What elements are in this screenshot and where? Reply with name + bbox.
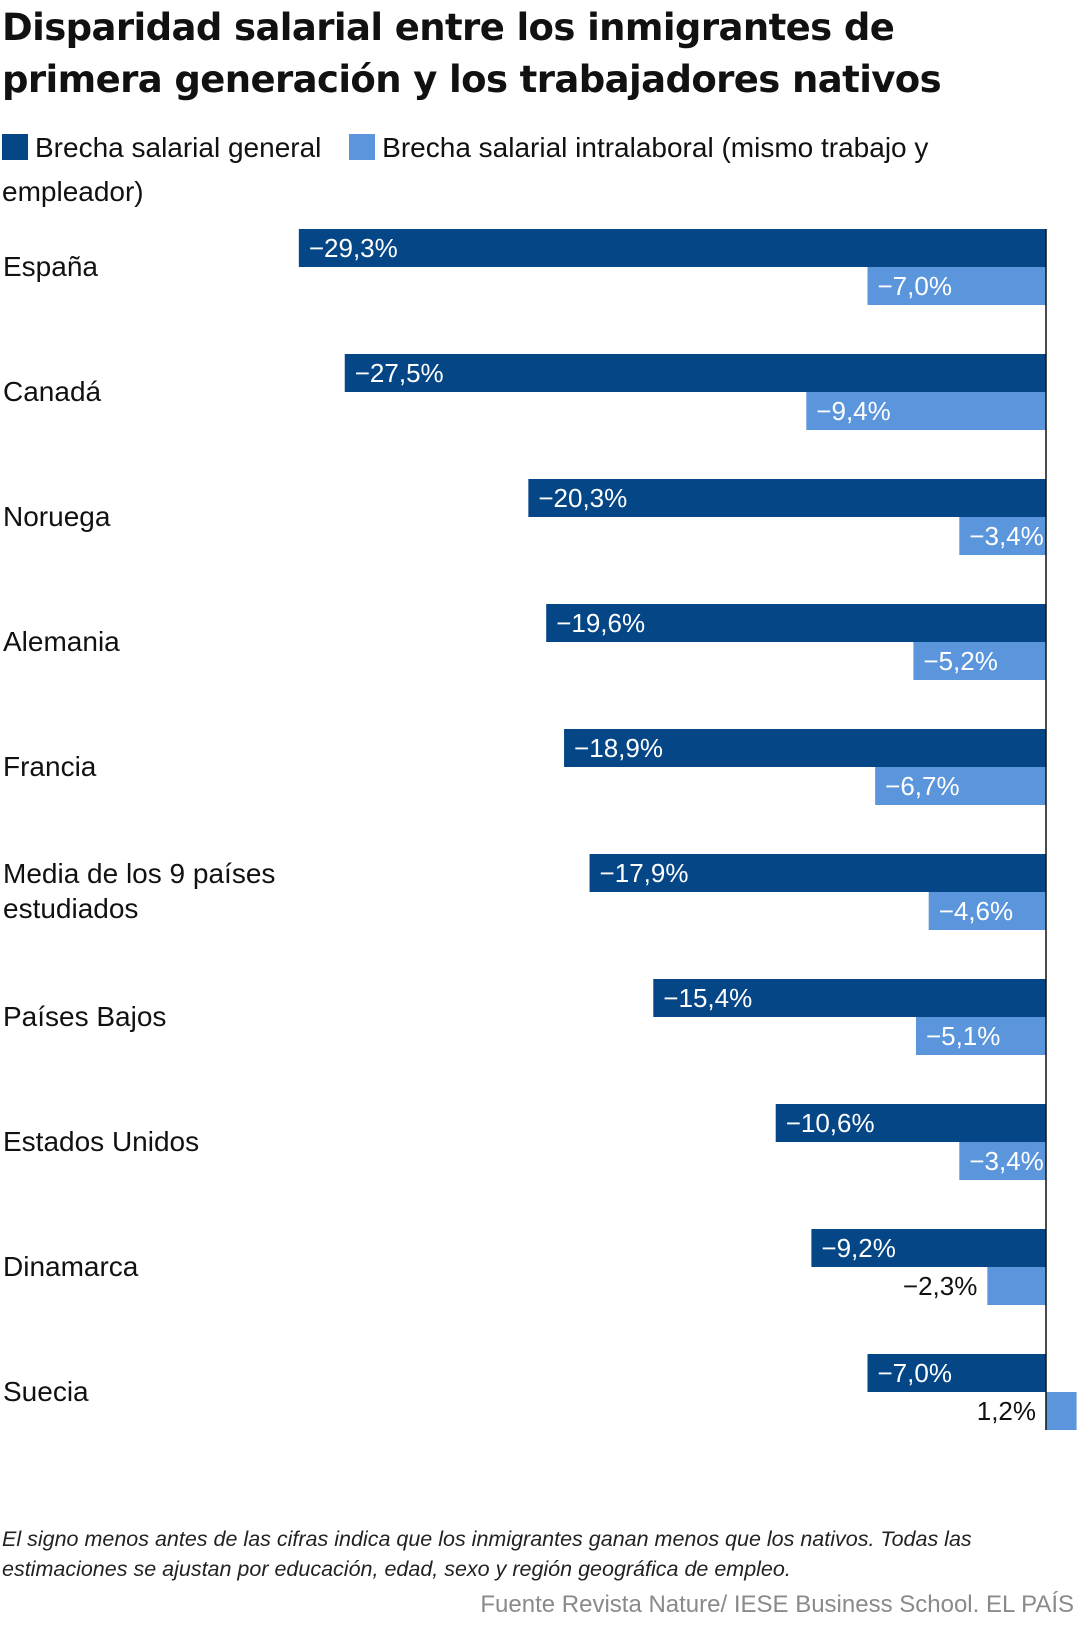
category-label-line: Estados Unidos	[3, 1126, 199, 1157]
bar-general	[564, 729, 1046, 767]
bar-value-label: −15,4%	[663, 983, 752, 1013]
bar-general	[528, 479, 1046, 517]
bar-value-label: −10,6%	[786, 1108, 875, 1138]
chart-source: Fuente Revista Nature/ IESE Business Sch…	[480, 1591, 1074, 1618]
category-label-line: Alemania	[3, 626, 120, 657]
bar-value-label: −20,3%	[538, 483, 627, 513]
category-label-line: estudiados	[3, 893, 138, 924]
bar-general	[546, 604, 1046, 642]
bar-value-label: −3,4%	[969, 1146, 1043, 1176]
bar-value-label: −5,1%	[926, 1021, 1000, 1051]
bar-value-label: −9,4%	[816, 396, 890, 426]
legend-label-general: Brecha salarial general	[35, 132, 322, 163]
bar-intralaboral	[915, 1017, 1046, 1055]
chart-legend: Brecha salarial general Brecha salarial …	[2, 126, 1042, 214]
bar-value-label: −7,0%	[878, 271, 952, 301]
chart-note: El signo menos antes de las cifras indic…	[2, 1527, 972, 1581]
bar-value-label: −2,3%	[903, 1271, 977, 1301]
category-label: Canadá	[3, 376, 102, 407]
bar-intralaboral	[959, 517, 1046, 555]
category-label: Francia	[3, 751, 97, 782]
bar-intralaboral	[987, 1267, 1046, 1305]
legend-item-general: Brecha salarial general	[2, 132, 321, 163]
bar-value-label: −29,3%	[309, 233, 398, 263]
category-label: Estados Unidos	[3, 1126, 199, 1157]
category-label: Dinamarca	[3, 1251, 139, 1282]
bar-value-label: 1,2%	[977, 1396, 1036, 1426]
category-label-line: Francia	[3, 751, 97, 782]
legend-item-intralaboral: Brecha salarial intralaboral (mismo trab…	[2, 132, 928, 207]
bar-intralaboral	[806, 392, 1046, 430]
bar-value-label: −19,6%	[556, 608, 645, 638]
bar-intralaboral	[867, 267, 1046, 305]
category-label-line: Noruega	[3, 501, 111, 532]
category-label-line: Suecia	[3, 1376, 89, 1407]
category-label-line: Dinamarca	[3, 1251, 139, 1282]
bar-value-label: −4,6%	[939, 896, 1013, 926]
category-label: Noruega	[3, 501, 111, 532]
category-label-line: España	[3, 251, 98, 282]
category-label: Alemania	[3, 626, 120, 657]
category-label-line: Países Bajos	[3, 1001, 166, 1032]
bar-intralaboral	[928, 892, 1046, 930]
bar-general	[653, 979, 1046, 1017]
legend-label-intralaboral: Brecha salarial intralaboral (mismo trab…	[2, 132, 929, 207]
bar-chart: España −29,3% −7,0% Canadá −27,5% −9,4% Norueg…	[3, 229, 1077, 1430]
legend-swatch-intralaboral	[349, 134, 376, 160]
bar-value-label: −27,5%	[355, 358, 444, 388]
bar-value-label: −5,2%	[923, 646, 997, 676]
bar-general	[775, 1104, 1046, 1142]
bar-value-label: −17,9%	[600, 858, 689, 888]
bar-general	[344, 354, 1046, 392]
category-label: Países Bajos	[3, 1001, 166, 1032]
bar-intralaboral	[875, 767, 1046, 805]
bar-general	[298, 229, 1047, 267]
bar-value-label: −9,2%	[821, 1233, 895, 1263]
legend-swatch-general	[2, 134, 28, 160]
category-label: Media de los 9 países estudiados	[3, 858, 275, 924]
category-label-line: Media de los 9 países	[3, 858, 275, 889]
category-label: Suecia	[3, 1376, 89, 1407]
chart-title: Disparidad salarial entre los inmigrante…	[2, 6, 942, 101]
bar-value-label: −18,9%	[574, 733, 663, 763]
bar-general	[589, 854, 1046, 892]
bar-value-label: −3,4%	[969, 521, 1043, 551]
bar-general	[867, 1354, 1046, 1392]
bar-general	[811, 1229, 1046, 1267]
category-label: España	[3, 251, 98, 282]
bar-intralaboral	[1046, 1392, 1077, 1430]
bar-intralaboral	[959, 1142, 1046, 1180]
bar-value-label: −6,7%	[885, 771, 959, 801]
bar-intralaboral	[913, 642, 1046, 680]
bar-value-label: −7,0%	[878, 1358, 952, 1388]
category-label-line: Canadá	[3, 376, 102, 407]
